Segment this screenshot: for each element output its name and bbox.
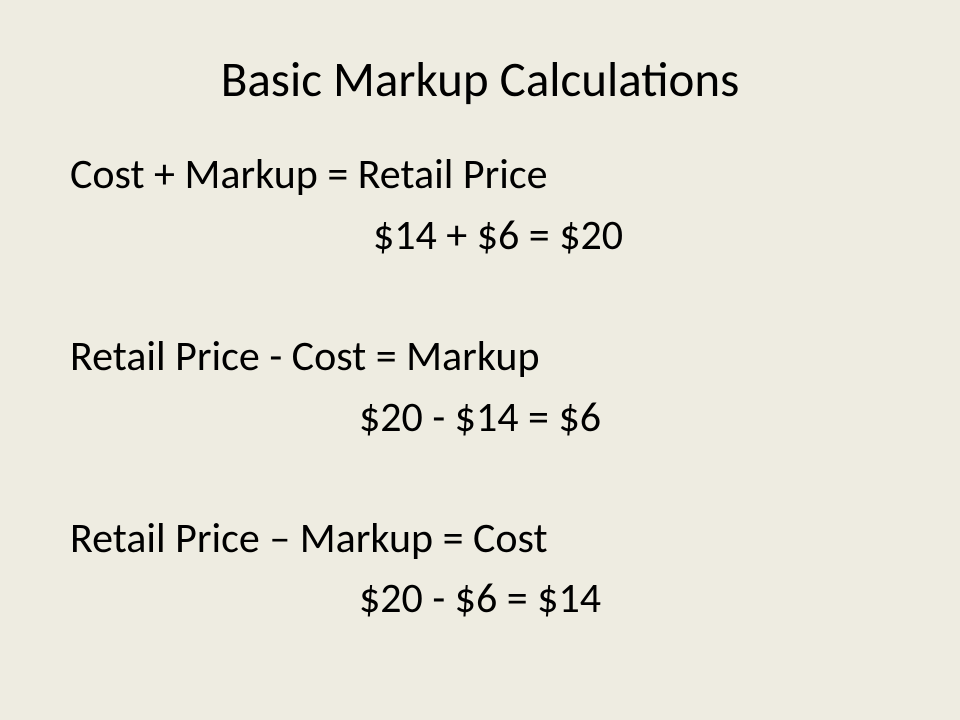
example-1: $14 + $6 = $20 xyxy=(60,206,900,267)
spacer-2 xyxy=(60,449,900,509)
slide-body: Cost + Markup = Retail Price $14 + $6 = … xyxy=(60,145,900,630)
example-2: $20 - $14 = $6 xyxy=(60,388,900,449)
slide-container: Basic Markup Calculations Cost + Markup … xyxy=(0,0,960,720)
formula-1: Cost + Markup = Retail Price xyxy=(60,145,900,206)
spacer-1 xyxy=(60,267,900,327)
formula-3: Retail Price – Markup = Cost xyxy=(60,509,900,570)
slide-title: Basic Markup Calculations xyxy=(60,50,900,110)
formula-2: Retail Price - Cost = Markup xyxy=(60,327,900,388)
example-3: $20 - $6 = $14 xyxy=(60,569,900,630)
